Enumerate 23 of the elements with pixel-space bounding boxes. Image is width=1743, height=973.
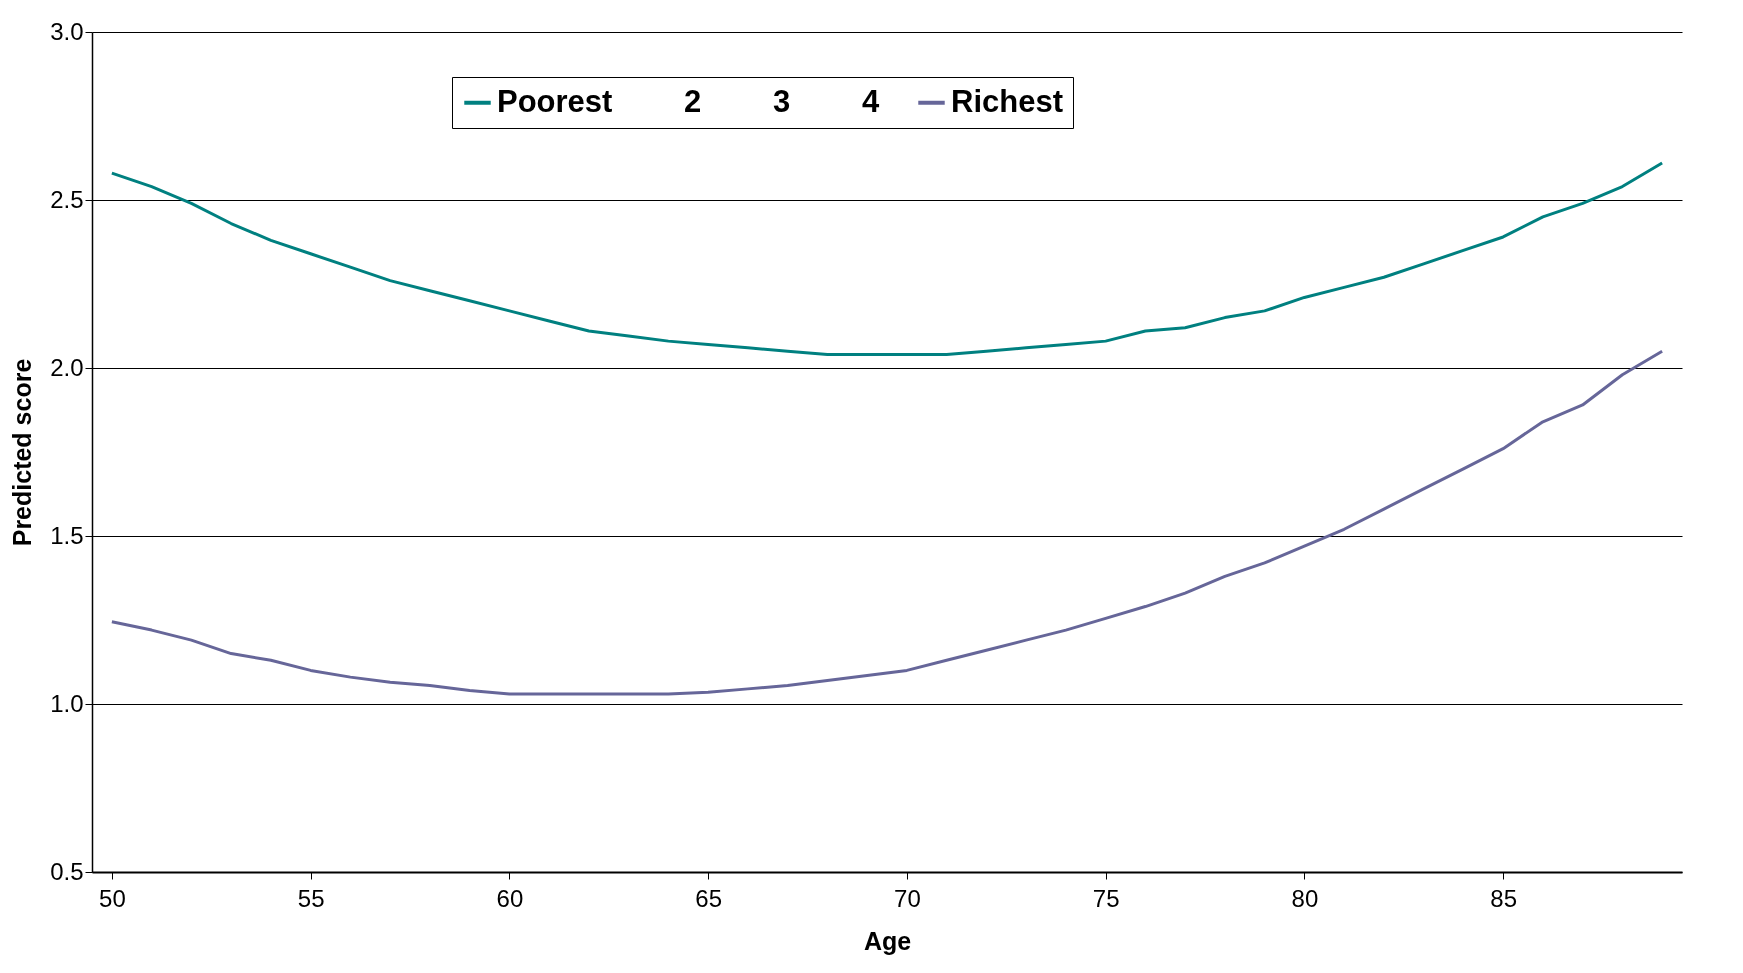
x-tick-label: 80 <box>1291 884 1319 912</box>
y-tick-label: 3.0 <box>50 17 84 45</box>
y-tick-label: 2.0 <box>50 353 84 381</box>
line-series <box>110 349 1664 696</box>
y-tick-label: 2.5 <box>50 185 84 213</box>
x-tick-label: 75 <box>1092 884 1120 912</box>
x-tick-label: 55 <box>297 884 325 912</box>
x-tick-label: 65 <box>695 884 722 912</box>
y-tick-label: 0.5 <box>50 857 84 885</box>
y-tick-label: 1.5 <box>50 521 84 549</box>
x-tick-label: 85 <box>1490 884 1517 912</box>
x-tick-label: 60 <box>496 884 524 912</box>
x-axis-title: Age <box>863 926 912 955</box>
x-tick-label: 70 <box>894 884 921 912</box>
line-series <box>110 161 1664 357</box>
y-tick-label: 1.0 <box>50 689 84 717</box>
text: 4 <box>862 83 880 119</box>
text: 3 <box>773 83 791 119</box>
text: 2 <box>684 83 702 119</box>
legend-label: Richest <box>951 83 1063 119</box>
y-axis-title: Predicted score <box>8 358 37 547</box>
legend-label: Poorest <box>497 83 613 119</box>
x-tick-label: 50 <box>99 884 126 912</box>
